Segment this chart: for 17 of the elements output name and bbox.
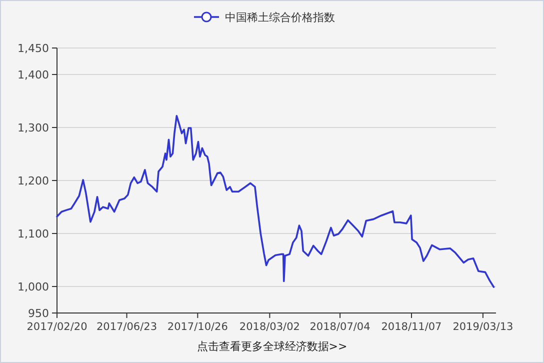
y-tick-label: 1,100 [18,228,49,240]
x-tick-label: 2017/02/20 [26,321,88,333]
y-tick-label: 1,450 [18,42,49,55]
y-tick-label: 1,300 [18,122,49,134]
x-tick-label: 2018/03/02 [239,321,300,333]
y-tick-label: 1,200 [18,174,49,188]
y-tick-label: 1,000 [18,280,49,294]
x-tick-label: 2017/10/26 [167,321,228,333]
text: 点击查看更多全球经济数据>> [196,340,348,353]
legend: 中国稀土综合价格指数 [194,11,335,24]
legend-label: 中国稀土综合价格指数 [225,11,335,24]
x-tick-label: 2018/11/07 [381,321,442,333]
y-tick-label: 950 [28,307,49,320]
x-tick-label: 2018/07/04 [310,321,371,333]
y-tick-label: 1,400 [18,68,49,82]
x-tick-label: 2017/06/23 [96,321,158,333]
x-tick-label: 2019/03/13 [452,321,514,333]
